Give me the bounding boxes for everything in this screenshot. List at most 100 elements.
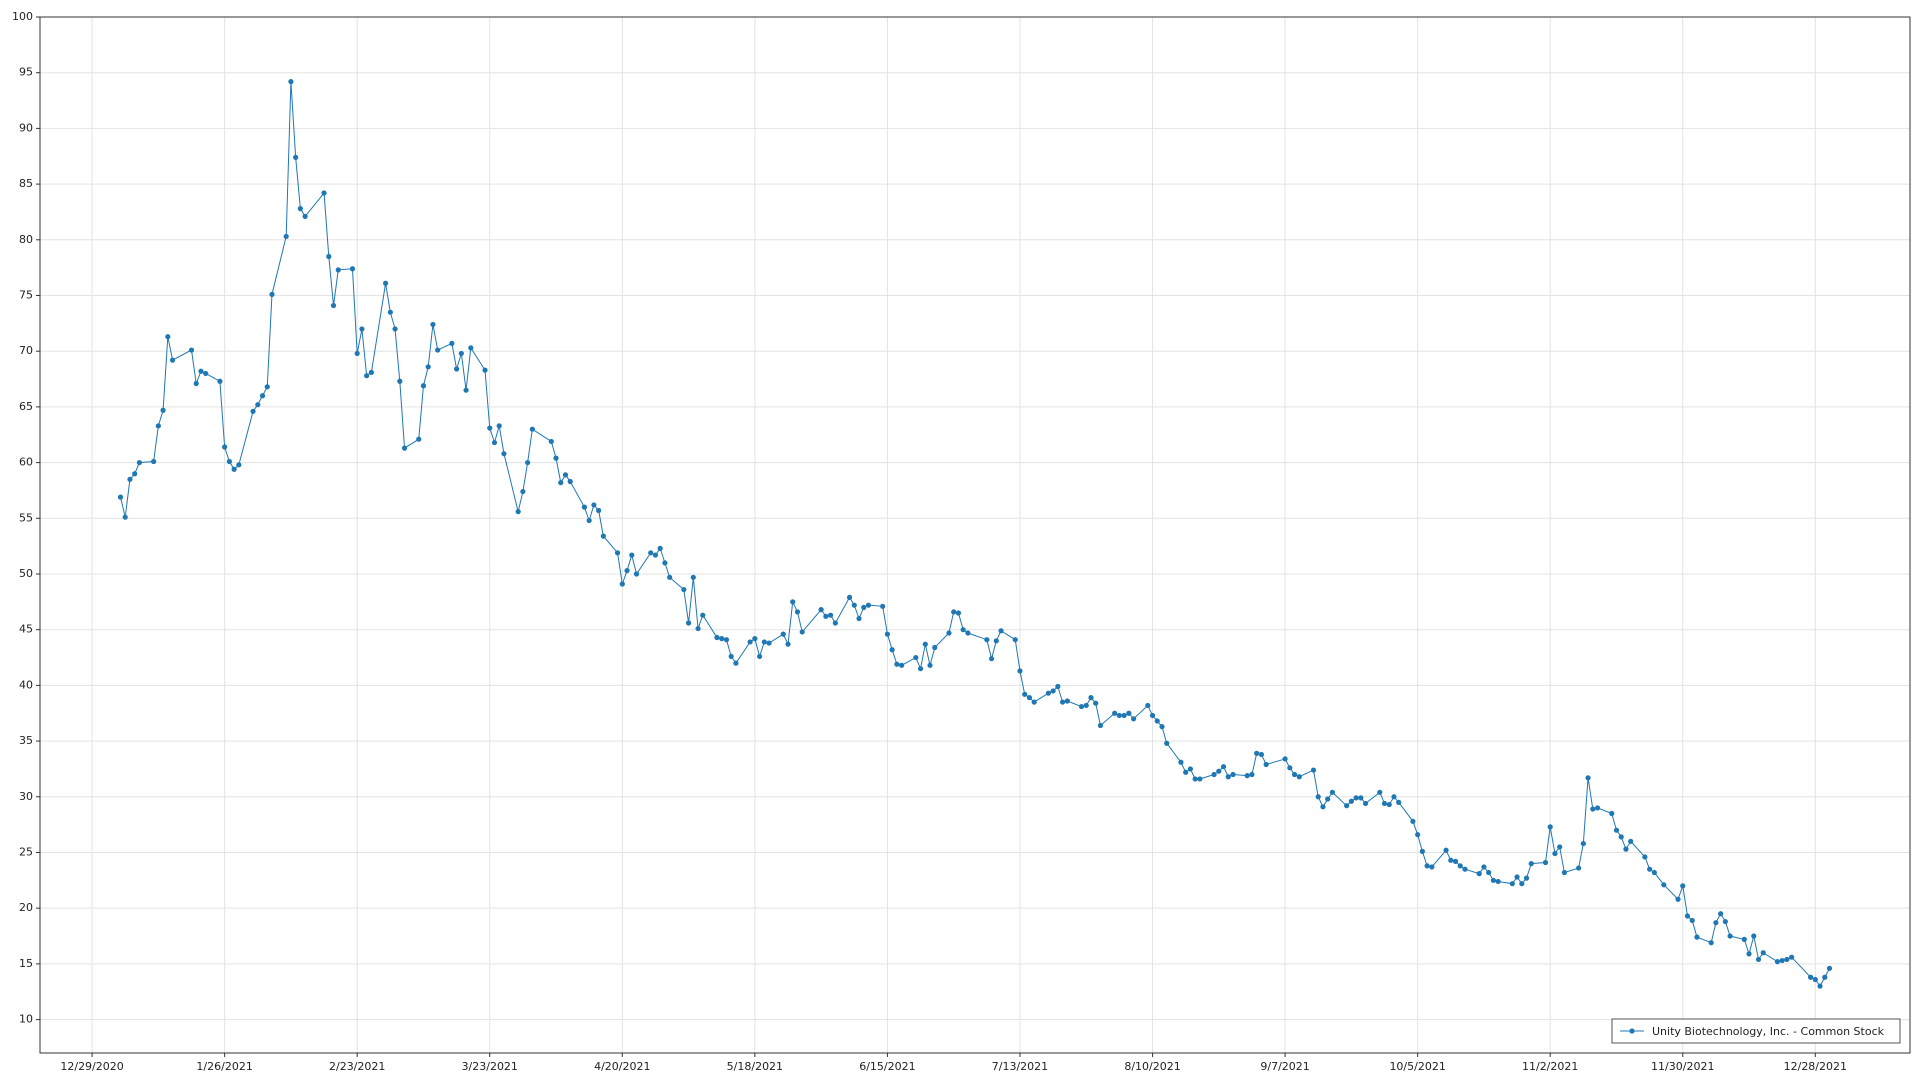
point	[1751, 933, 1757, 939]
point	[1097, 722, 1104, 729]
point	[1329, 789, 1336, 795]
point	[1675, 896, 1681, 902]
y-tick-label: 95	[19, 66, 33, 79]
point	[951, 609, 957, 615]
point	[960, 627, 966, 633]
point	[1353, 795, 1359, 801]
point	[917, 666, 924, 672]
y-tick-label: 60	[19, 456, 33, 469]
point	[1126, 710, 1132, 716]
y-tick-label: 45	[19, 623, 33, 636]
point	[1249, 771, 1255, 778]
point	[747, 639, 753, 645]
point	[586, 517, 592, 524]
point	[832, 620, 838, 626]
point	[1623, 846, 1629, 852]
point	[756, 653, 763, 660]
point	[198, 368, 204, 374]
point	[1220, 764, 1227, 770]
point	[1159, 724, 1165, 730]
point	[288, 79, 294, 85]
point	[382, 280, 389, 286]
point	[1211, 771, 1217, 778]
point	[1064, 698, 1070, 704]
point	[454, 366, 460, 372]
point	[496, 423, 502, 429]
y-tick-label: 55	[19, 511, 33, 524]
point	[1774, 959, 1781, 965]
point	[1429, 864, 1435, 870]
point	[1817, 983, 1823, 989]
point	[965, 630, 971, 636]
point	[1807, 974, 1814, 980]
point	[1741, 936, 1747, 942]
y-tick-label: 70	[19, 344, 33, 357]
point	[359, 326, 365, 332]
point	[1448, 857, 1454, 863]
point	[1130, 716, 1137, 722]
point	[1287, 765, 1293, 771]
point	[1552, 850, 1558, 857]
point	[1576, 865, 1582, 871]
point	[1358, 795, 1364, 801]
point	[1684, 913, 1691, 919]
x-tick-label: 3/23/2021	[462, 1060, 518, 1073]
point	[723, 637, 730, 643]
point	[430, 321, 436, 328]
point	[155, 423, 161, 429]
point	[955, 610, 962, 616]
point	[1187, 766, 1194, 772]
point	[823, 613, 829, 619]
y-tick-label: 50	[19, 567, 33, 580]
legend-label: Unity Biotechnology, Inc. - Common Stock	[1652, 1025, 1885, 1038]
point	[515, 509, 521, 515]
x-tick-label: 9/7/2021	[1260, 1060, 1309, 1073]
point	[1282, 756, 1288, 762]
point	[1542, 859, 1549, 866]
point	[1789, 954, 1795, 960]
point	[392, 326, 398, 332]
point	[283, 233, 289, 240]
point	[231, 466, 237, 472]
point	[624, 568, 630, 574]
point	[449, 340, 455, 346]
y-tick-label: 30	[19, 790, 33, 803]
point	[1254, 750, 1260, 756]
point	[501, 451, 507, 457]
point	[354, 350, 360, 357]
point	[988, 656, 995, 662]
point	[1059, 699, 1066, 705]
point	[1580, 840, 1586, 847]
point	[1112, 710, 1118, 716]
point	[364, 373, 370, 379]
point	[794, 609, 801, 615]
point	[487, 425, 493, 431]
y-tick-label: 65	[19, 400, 33, 413]
point	[1519, 881, 1525, 887]
x-tick-label: 7/13/2021	[992, 1060, 1048, 1073]
point	[581, 504, 588, 510]
point	[1381, 800, 1388, 807]
point	[932, 644, 938, 651]
point	[1618, 834, 1624, 840]
point	[1320, 804, 1326, 810]
point	[846, 594, 853, 600]
point	[136, 459, 143, 466]
point	[880, 603, 886, 609]
point	[1050, 688, 1056, 694]
point	[884, 631, 891, 637]
point	[894, 661, 900, 667]
point	[1661, 882, 1667, 888]
point	[193, 380, 199, 387]
point	[1651, 869, 1657, 876]
point	[1609, 810, 1615, 817]
point	[259, 393, 266, 399]
point	[733, 660, 739, 666]
point	[1826, 965, 1833, 971]
point	[435, 347, 441, 353]
point	[1088, 695, 1094, 701]
point	[1026, 695, 1033, 701]
point	[463, 387, 469, 393]
point	[1121, 712, 1127, 719]
point	[993, 638, 999, 644]
